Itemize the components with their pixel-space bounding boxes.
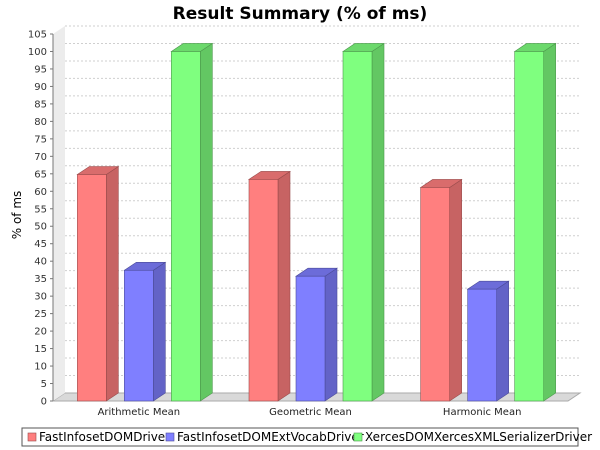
- legend-swatch: [165, 432, 175, 442]
- legend-label: XercesDOMXercesXMLSerializerDriver: [365, 430, 592, 444]
- bar-side: [324, 267, 338, 402]
- legend-swatch: [353, 432, 363, 442]
- x-tick-label: Geometric Mean: [269, 407, 352, 418]
- y-tick-label: 70: [34, 152, 47, 163]
- bar-side: [543, 42, 556, 402]
- y-tick-label: 100: [28, 47, 47, 58]
- legend: FastInfosetDOMDriver FastInfosetDOMExtVoc…: [21, 427, 592, 447]
- bar: [77, 174, 107, 402]
- bar: [420, 187, 450, 402]
- bar-side: [496, 280, 509, 402]
- plot-area: 0 5 10 15 20 25 30 35 40 45 50 55 60 65 70 75 80 85 90 95 10…: [28, 25, 582, 418]
- bar: [248, 179, 279, 402]
- y-axis-label: % of ms: [10, 191, 24, 240]
- y-tick-label: 65: [34, 169, 47, 180]
- y-tick-label: 25: [34, 309, 47, 320]
- bar: [124, 269, 154, 402]
- y-tick-label: 75: [34, 134, 47, 145]
- bar: [467, 288, 497, 402]
- y-tick-label: 105: [28, 30, 47, 41]
- bar: [295, 275, 326, 402]
- y-tick-label: 0: [41, 397, 47, 408]
- legend-swatch: [27, 432, 37, 442]
- legend-label: FastInfosetDOMDriver: [39, 430, 170, 444]
- y-tick-label: 35: [34, 274, 47, 285]
- y-tick-label: 90: [34, 82, 47, 93]
- bar-side: [200, 42, 213, 402]
- y-tick-label: 5: [41, 379, 47, 390]
- y-tick-label: 20: [34, 327, 47, 338]
- x-tick-label: Harmonic Mean: [443, 407, 521, 418]
- chart-title: Result Summary (% of ms): [173, 4, 428, 24]
- y-tick-label: 50: [34, 222, 47, 233]
- x-tick-label: Arithmetic Mean: [98, 407, 181, 418]
- y-tick-label: 55: [34, 204, 47, 215]
- plot-left-wall: [53, 26, 65, 401]
- bar-side: [449, 178, 462, 402]
- legend-label: FastInfosetDOMExtVocabDriver: [177, 430, 364, 444]
- y-tick-label: 40: [34, 257, 47, 268]
- bar: [171, 51, 201, 402]
- bar-side: [371, 42, 385, 402]
- y-tick-label: 95: [34, 64, 47, 75]
- y-tick-label: 85: [34, 99, 47, 110]
- y-tick-label: 60: [34, 187, 47, 198]
- legend-box: [21, 427, 579, 447]
- bar-side: [277, 170, 291, 402]
- y-tick-label: 15: [34, 344, 47, 355]
- y-tick-label: 80: [34, 117, 47, 128]
- y-tick-label: 30: [34, 292, 47, 303]
- bar: [342, 51, 373, 402]
- bar: [514, 51, 544, 402]
- y-tick-label: 45: [34, 239, 47, 250]
- bar-side: [153, 261, 166, 402]
- bar-side: [106, 165, 119, 402]
- y-tick-label: 10: [34, 362, 47, 373]
